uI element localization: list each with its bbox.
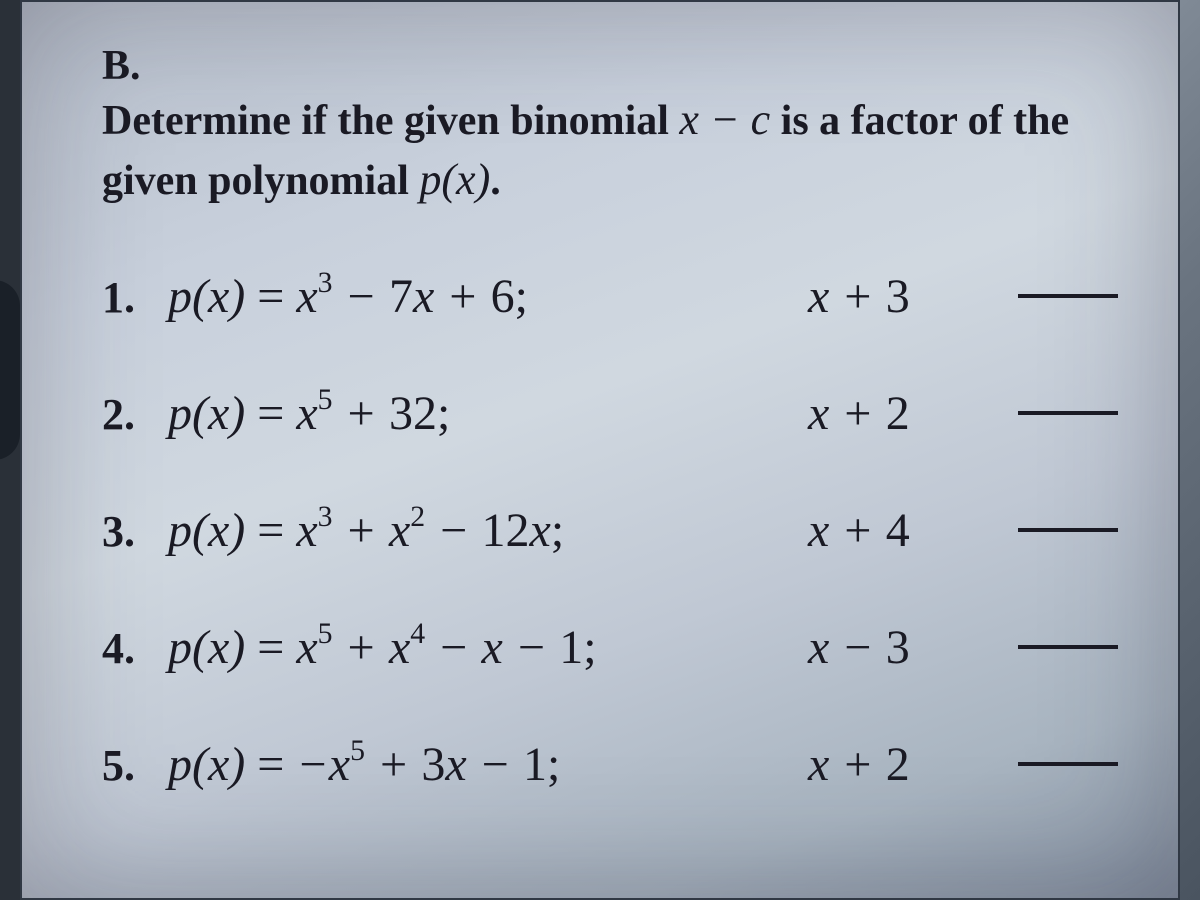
binomial-expression: x − 3	[808, 620, 988, 675]
section-label: B.	[102, 42, 162, 90]
problem-number: 4.	[102, 623, 168, 674]
instruction-part1: Determine if the given binomial	[102, 98, 679, 144]
polynomial-expression: p(x) = x5 + x4 − x − 1;	[168, 620, 808, 675]
worksheet-page: B. Determine if the given binomial x − c…	[20, 0, 1180, 900]
binomial-expression: x + 2	[808, 386, 988, 441]
problem-number: 5.	[102, 740, 168, 791]
section-heading: B. Determine if the given binomial x − c…	[102, 42, 1118, 209]
problem-number: 2.	[102, 389, 168, 440]
binomial-expression: x + 3	[808, 269, 988, 324]
polynomial-expression: p(x) = x3 − 7x + 6;	[168, 269, 808, 324]
problem-row: 1. p(x) = x3 − 7x + 6; x + 3	[102, 269, 1118, 324]
answer-blank[interactable]	[1018, 405, 1118, 415]
binomial-expression: x + 2	[808, 737, 988, 792]
problem-row: 5. p(x) = −x5 + 3x − 1; x + 2	[102, 737, 1118, 792]
problem-row: 3. p(x) = x3 + x2 − 12x; x + 4	[102, 503, 1118, 558]
instruction-math-px: p(x)	[419, 155, 490, 204]
binomial-expression: x + 4	[808, 503, 988, 558]
polynomial-expression: p(x) = x5 + 32;	[168, 386, 808, 441]
answer-blank[interactable]	[1018, 639, 1118, 649]
problem-row: 2. p(x) = x5 + 32; x + 2	[102, 386, 1118, 441]
problem-number: 3.	[102, 506, 168, 557]
page-left-curve	[0, 280, 20, 460]
answer-blank[interactable]	[1018, 288, 1118, 298]
problem-list: 1. p(x) = x3 − 7x + 6; x + 3 2. p(x) = x…	[102, 269, 1118, 792]
problem-row: 4. p(x) = x5 + x4 − x − 1; x − 3	[102, 620, 1118, 675]
instruction-text: Determine if the given binomial x − c is…	[102, 90, 1102, 209]
problem-number: 1.	[102, 272, 168, 323]
answer-blank[interactable]	[1018, 756, 1118, 766]
polynomial-expression: p(x) = x3 + x2 − 12x;	[168, 503, 808, 558]
instruction-math-xc: x − c	[679, 95, 770, 144]
instruction-part3: .	[490, 158, 501, 204]
polynomial-expression: p(x) = −x5 + 3x − 1;	[168, 737, 808, 792]
answer-blank[interactable]	[1018, 522, 1118, 532]
